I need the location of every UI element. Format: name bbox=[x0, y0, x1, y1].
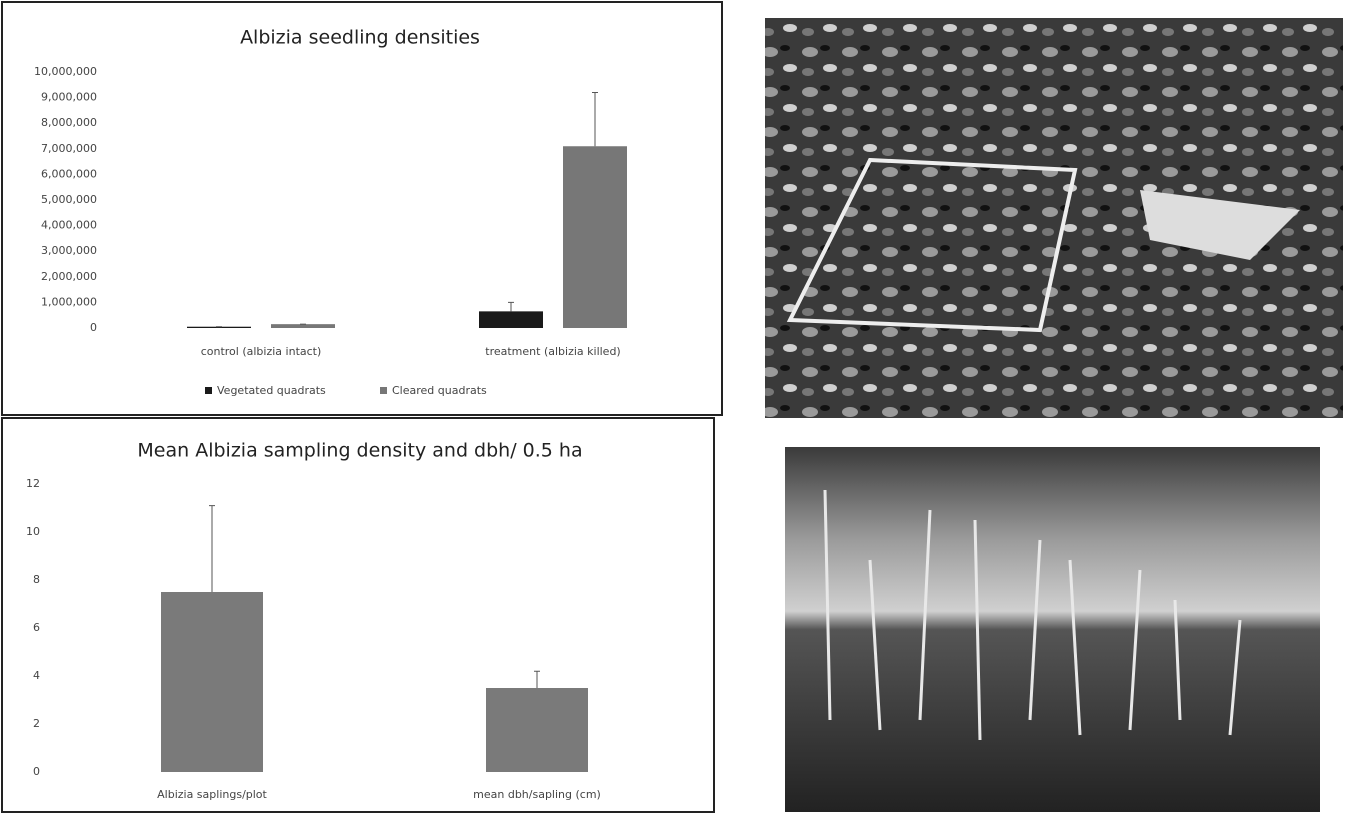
y-tick-label: 4,000,000 bbox=[41, 219, 97, 232]
y-tick-label: 6,000,000 bbox=[41, 167, 97, 180]
legend-label: Cleared quadrats bbox=[392, 384, 487, 397]
y-tick-label: 2 bbox=[33, 717, 40, 730]
bar bbox=[479, 311, 543, 328]
photo-saplings bbox=[785, 447, 1320, 812]
bar bbox=[187, 326, 251, 328]
legend-marker bbox=[380, 387, 387, 394]
y-tick-label: 6 bbox=[33, 621, 40, 634]
y-tick-label: 8 bbox=[33, 573, 40, 586]
bar bbox=[563, 146, 627, 328]
y-tick-label: 0 bbox=[90, 321, 97, 334]
y-tick-label: 12 bbox=[26, 477, 40, 490]
error-bar bbox=[508, 301, 514, 312]
error-bar bbox=[592, 91, 598, 147]
y-tick-label: 10,000,000 bbox=[34, 65, 97, 78]
y-tick-label: 7,000,000 bbox=[41, 142, 97, 155]
y-tick-label: 4 bbox=[33, 669, 40, 682]
error-bar bbox=[209, 505, 215, 592]
y-tick-label: 8,000,000 bbox=[41, 116, 97, 129]
x-tick-label: treatment (albizia killed) bbox=[485, 345, 620, 358]
bar bbox=[161, 592, 263, 772]
y-tick-label: 9,000,000 bbox=[41, 91, 97, 104]
y-tick-label: 5,000,000 bbox=[41, 193, 97, 206]
y-tick-label: 3,000,000 bbox=[41, 244, 97, 257]
x-tick-label: mean dbh/sapling (cm) bbox=[473, 788, 601, 801]
y-tick-label: 10 bbox=[26, 525, 40, 538]
legend-marker bbox=[205, 387, 212, 394]
y-tick-label: 2,000,000 bbox=[41, 270, 97, 283]
chart-title: Mean Albizia sampling density and dbh/ 0… bbox=[137, 440, 582, 462]
bar bbox=[271, 324, 335, 328]
y-tick-label: 1,000,000 bbox=[41, 295, 97, 308]
chart-frame bbox=[1, 417, 715, 813]
x-tick-label: Albizia saplings/plot bbox=[157, 788, 267, 801]
x-tick-label: control (albizia intact) bbox=[201, 345, 322, 358]
legend-label: Vegetated quadrats bbox=[217, 384, 326, 397]
y-tick-label: 0 bbox=[33, 765, 40, 778]
error-bar bbox=[534, 670, 540, 688]
bar bbox=[486, 688, 588, 772]
photo-quadrats bbox=[765, 18, 1343, 418]
chart-title: Albizia seedling densities bbox=[240, 27, 480, 49]
